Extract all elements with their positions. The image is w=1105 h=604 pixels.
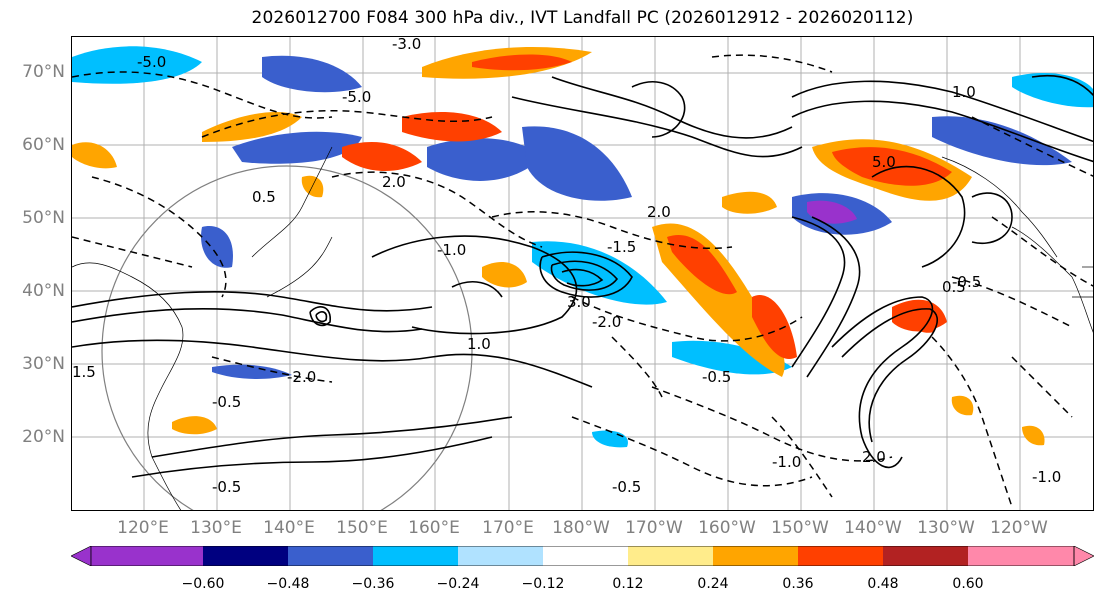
contour-label: -0.5 (612, 478, 641, 496)
contour-label: -0.5 (212, 393, 241, 411)
colorbar-segment (458, 546, 543, 566)
contour-label: -1.5 (607, 238, 636, 256)
lon-label-150w: 150°W (771, 518, 829, 538)
colorbar-segment (713, 546, 798, 566)
contour-label: 1.5 (72, 363, 96, 381)
colorbar-tick-label: −0.24 (436, 576, 480, 592)
lat-label-70n: 70°N (22, 62, 65, 82)
map-canvas: -5.0 -3.0 -2.0 -1.5 -1.0 -0.5 1.0 2.0 3.… (72, 37, 1093, 510)
contour-label: -5.0 (137, 53, 166, 71)
contour-label: 1.0 (952, 83, 976, 101)
contour-label: 5.0 (872, 153, 896, 171)
colorbar-tick-label: 0.24 (697, 576, 729, 592)
colorbar-segment (798, 546, 883, 566)
contour-lines-negative (72, 54, 1093, 508)
colorbar-segment (373, 546, 458, 566)
contour-label: 2.0 (647, 203, 671, 221)
colorbar-tick-label: −0.48 (266, 576, 310, 592)
colorbar-segment (543, 546, 628, 566)
colorbar-segment (968, 546, 1074, 566)
contour-label: -1.0 (772, 453, 801, 471)
contour-label: -5.0 (342, 88, 371, 106)
lon-label-170w: 170°W (625, 518, 683, 538)
map-title: 2026012700 F084 300 hPa div., IVT Landfa… (251, 8, 914, 28)
contour-label: 1.0 (467, 335, 491, 353)
lon-label-160w: 160°W (698, 518, 756, 538)
colorbar-segment (91, 546, 203, 566)
colorbar-extend-min (71, 546, 92, 566)
lon-label-120w: 120°W (990, 518, 1048, 538)
colorbar-tick-label: 0.12 (612, 576, 644, 592)
colorbar-tick-label: −0.12 (521, 576, 565, 592)
lon-label-130e: 130°E (190, 518, 242, 538)
colorbar-tick-label: 0.60 (952, 576, 984, 592)
divergence-fill (72, 46, 1093, 448)
lon-label-150e: 150°E (336, 518, 388, 538)
contour-label: -3.0 (392, 37, 421, 53)
contour-label: 0.5 (252, 188, 276, 206)
colorbar-tick-label: −0.60 (181, 576, 225, 592)
contour-lines (72, 74, 1093, 478)
lon-label-140w: 140°W (844, 518, 902, 538)
contour-label: -2.0 (287, 368, 316, 386)
lon-label-140e: 140°E (263, 518, 315, 538)
lon-label-160e: 160°E (408, 518, 460, 538)
lat-label-40n: 40°N (22, 281, 65, 301)
contour-label: -1.0 (437, 241, 466, 259)
contour-label: -0.5 (952, 273, 981, 291)
contour-label: 3.0 (567, 293, 591, 311)
lat-label-20n: 20°N (22, 427, 65, 447)
lon-label-180w: 180°W (552, 518, 610, 538)
colorbar-tick-label: 0.48 (867, 576, 899, 592)
colorbar (71, 546, 1094, 566)
lon-label-170e: 170°E (482, 518, 534, 538)
lon-label-130w: 130°W (917, 518, 975, 538)
coastlines (72, 146, 1093, 510)
contour-label: -1.0 (1032, 468, 1061, 486)
map-panel: -5.0 -3.0 -2.0 -1.5 -1.0 -0.5 1.0 2.0 3.… (71, 36, 1094, 511)
range-circle (101, 165, 473, 510)
lat-label-60n: 60°N (22, 135, 65, 155)
contour-label: 2.0 (382, 173, 406, 191)
lon-label-120e: 120°E (117, 518, 169, 538)
colorbar-tick-label: −0.36 (351, 576, 395, 592)
lat-label-50n: 50°N (22, 208, 65, 228)
contour-label: 0.5 (942, 278, 966, 296)
contour-label: -0.5 (212, 478, 241, 496)
colorbar-tick-label: 0.36 (782, 576, 814, 592)
contour-label: 2.0 (862, 448, 886, 466)
colorbar-outline (90, 546, 1075, 566)
lat-label-30n: 30°N (22, 354, 65, 374)
contour-label: -2.0 (592, 313, 621, 331)
contour-label-group: -5.0 -3.0 -2.0 -1.5 -1.0 -0.5 1.0 2.0 3.… (72, 37, 1061, 496)
colorbar-extend-max (1073, 546, 1094, 566)
colorbar-segment (628, 546, 713, 566)
colorbar-segment (203, 546, 288, 566)
colorbar-segment (883, 546, 968, 566)
colorbar-segment (288, 546, 373, 566)
contour-label: -0.5 (702, 368, 731, 386)
